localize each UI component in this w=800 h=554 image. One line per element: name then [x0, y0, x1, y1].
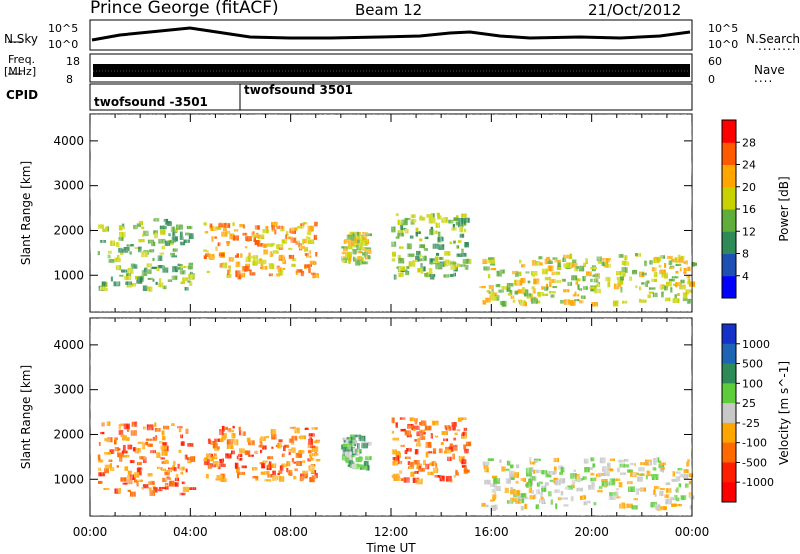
velocity-colorbar-swatch — [722, 422, 736, 444]
power-colorbar-label: 28 — [742, 136, 756, 149]
velocity-y-axis-title: Slant Range [km] — [19, 365, 33, 469]
velocity-colorbar-frame — [721, 323, 737, 503]
power-colorbar-label: 12 — [742, 225, 756, 238]
power-y-tick-label: 2000 — [53, 223, 84, 237]
power-colorbar-swatch — [722, 275, 736, 299]
nave-label: Nave — [754, 63, 785, 77]
velocity-colorbar-label: 25 — [742, 397, 756, 410]
power-colorbar-label: 4 — [742, 270, 749, 283]
x-tick-label: 04:00 — [173, 525, 208, 539]
velocity-colorbar-swatch — [722, 343, 736, 365]
velocity-colorbar-label: -25 — [742, 417, 760, 430]
nave-tick-bottom: 0 — [708, 73, 715, 86]
velocity-y-tick-label: 2000 — [53, 427, 84, 441]
velocity-colorbar-swatch — [722, 403, 736, 424]
velocity-colorbar-swatch — [722, 482, 736, 503]
power-y-tick-label: 1000 — [53, 268, 84, 282]
x-tick-label: 12:00 — [374, 525, 409, 539]
date-title: 21/Oct/2012 — [588, 1, 682, 19]
x-tick-label: 00:00 — [73, 525, 108, 539]
velocity-y-tick-label: 1000 — [53, 472, 84, 486]
x-axis-title: Time UT — [365, 541, 416, 554]
power-speckle — [90, 114, 692, 312]
velocity-y-tick-label: 4000 — [53, 338, 84, 352]
freq-tick-top: 18 — [66, 55, 80, 68]
power-colorbar: 4 8 12 16 20 24 28 Power [dB] — [721, 119, 791, 299]
velocity-axes: 1000 2000 3000 4000 Slant Range [km] — [19, 318, 693, 516]
nsearch-tick-bottom: 10^0 — [708, 38, 739, 51]
power-colorbar-label: 20 — [742, 181, 756, 194]
freq-frame — [89, 53, 693, 83]
velocity-colorbar-swatch — [722, 442, 736, 463]
nave-legend-dots: .... — [754, 71, 774, 85]
x-tick-label: 20:00 — [574, 525, 609, 539]
cpid-label: CPID — [6, 88, 39, 102]
freq-tick-bottom: 8 — [66, 73, 73, 86]
power-colorbar-swatch — [722, 253, 736, 277]
cpid-mode-2: twofsound 3501 — [244, 83, 353, 97]
station-title: Prince George (fitACF) — [90, 0, 279, 18]
power-colorbar-swatch — [722, 164, 736, 188]
power-colorbar-swatch — [722, 186, 736, 210]
velocity-colorbar-swatch — [722, 363, 736, 384]
velocity-y-tick-label: 3000 — [53, 383, 84, 397]
nsky-tick-bottom: 10^0 — [48, 38, 79, 51]
power-colorbar-label: 16 — [742, 203, 756, 216]
velocity-colorbar-label: 1000 — [742, 338, 770, 351]
nsky-frame — [89, 19, 693, 51]
power-colorbar-title: Power [dB] — [777, 176, 791, 241]
power-y-tick-label: 3000 — [53, 179, 84, 193]
power-colorbar-swatch — [722, 120, 736, 143]
velocity-colorbar-title: Velocity [m s^-1] — [777, 361, 791, 465]
power-y-tick-label: 4000 — [53, 134, 84, 148]
velocity-colorbar-swatch — [722, 324, 736, 345]
velocity-colorbar-label: -500 — [742, 456, 767, 469]
velocity-colorbar-swatch — [722, 462, 736, 483]
power-echo-cell — [691, 262, 696, 267]
nave-tick-top: 60 — [708, 55, 722, 68]
power-colorbar-label: 8 — [742, 248, 749, 261]
nsky-trace — [91, 26, 691, 42]
velocity-colorbar-label: -1000 — [742, 476, 774, 489]
velocity-colorbar-label: 100 — [742, 377, 763, 390]
velocity-colorbar-label: -100 — [742, 437, 767, 450]
x-tick-label: 00:00 — [675, 525, 710, 539]
power-axes: 1000 2000 3000 4000 Slant Range [km] — [19, 114, 693, 312]
velocity-colorbar-label: 500 — [742, 358, 763, 371]
cpid-frame — [89, 83, 693, 111]
nsearch-legend-dots: ........ — [758, 39, 797, 53]
freq-label: Freq. — [8, 53, 36, 66]
power-colorbar-swatch — [722, 209, 736, 232]
nsearch-tick-top: 10^5 — [708, 22, 739, 35]
nsky-tick-top: 10^5 — [48, 22, 79, 35]
x-tick-labels: 00:00 04:00 08:00 12:00 16:00 20:00 00:00 — [73, 525, 710, 539]
velocity-speckle — [90, 318, 692, 516]
power-colorbar-label: 24 — [742, 159, 756, 172]
power-colorbar-swatch — [722, 231, 736, 254]
nsearch-label: N.Search — [746, 32, 800, 46]
freq-band — [93, 64, 690, 77]
cpid-mode-1: twofsound -3501 — [94, 95, 208, 109]
x-tick-label: 08:00 — [273, 525, 308, 539]
power-y-axis-title: Slant Range [km] — [19, 161, 33, 265]
beam-title: Beam 12 — [355, 1, 423, 19]
freq-unit-label: [MHz] — [4, 65, 37, 78]
velocity-colorbar-swatch — [722, 383, 736, 404]
power-colorbar-swatch — [722, 142, 736, 165]
x-tick-label: 16:00 — [474, 525, 509, 539]
